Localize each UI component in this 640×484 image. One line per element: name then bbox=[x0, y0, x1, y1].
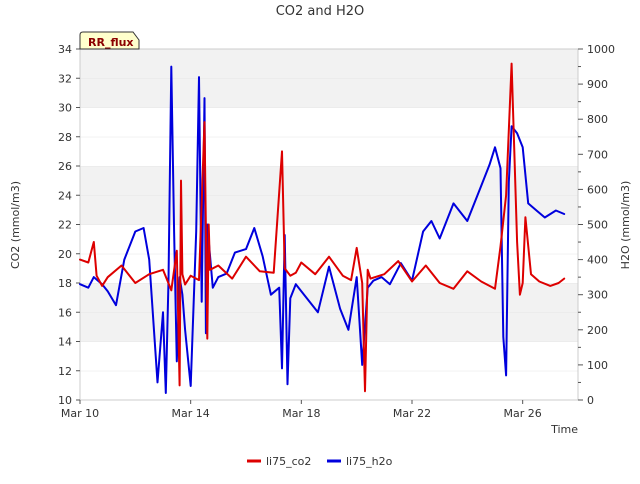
grid-band bbox=[80, 78, 578, 108]
series-line-li75_co2 bbox=[79, 62, 566, 393]
y-right-tick-label: 300 bbox=[587, 289, 608, 302]
legend-label-co2: li75_co2 bbox=[266, 455, 311, 468]
rr-flux-badge: RR_flux bbox=[79, 31, 140, 50]
grid-bands bbox=[80, 48, 578, 400]
right-axis: 0 100 200 300 400 500 600 700 800 900 1000 bbox=[578, 43, 615, 407]
y-right-tick-label: 200 bbox=[587, 324, 608, 337]
y-right-tick-label: 0 bbox=[587, 394, 594, 407]
x-axis: Mar 10 Mar 14 Mar 18 Mar 22 Mar 26 bbox=[61, 400, 542, 420]
y-left-tick-label: 26 bbox=[58, 160, 72, 173]
y-right-tick-label: 700 bbox=[587, 148, 608, 161]
y-right-tick-label: 500 bbox=[587, 219, 608, 232]
y-left-tick-label: 24 bbox=[58, 189, 72, 202]
y-left-tick-label: 22 bbox=[58, 219, 72, 232]
y-axis-left-label: CO2 (mmol/m3) bbox=[9, 181, 22, 269]
y-left-tick-label: 32 bbox=[58, 72, 72, 85]
x-axis-label: Time bbox=[550, 423, 578, 436]
y-right-tick-label: 800 bbox=[587, 113, 608, 126]
y-left-tick-label: 28 bbox=[58, 131, 72, 144]
y-left-tick-label: 20 bbox=[58, 248, 72, 261]
y-right-tick-label: 100 bbox=[587, 359, 608, 372]
y-right-tick-label: 900 bbox=[587, 78, 608, 91]
grid-band bbox=[80, 136, 578, 166]
series-layer bbox=[79, 62, 566, 394]
legend: li75_co2 li75_h2o bbox=[247, 455, 393, 468]
y-left-tick-label: 18 bbox=[58, 277, 72, 290]
y-left-tick-label: 16 bbox=[58, 306, 72, 319]
grid-band bbox=[80, 49, 578, 79]
y-right-tick-label: 1000 bbox=[587, 43, 615, 56]
x-tick-label: Mar 22 bbox=[393, 407, 431, 420]
legend-item-h2o: li75_h2o bbox=[327, 455, 393, 468]
badge-shape bbox=[79, 31, 140, 50]
y-left-tick-label: 34 bbox=[58, 43, 72, 56]
x-tick-label: Mar 26 bbox=[504, 407, 542, 420]
left-axis: 10 12 14 16 18 20 22 24 26 28 30 32 34 bbox=[58, 43, 80, 407]
badge-label: RR_flux bbox=[88, 36, 134, 49]
grid-band bbox=[80, 224, 578, 254]
grid-band bbox=[80, 195, 578, 225]
y-left-tick-label: 10 bbox=[58, 394, 72, 407]
y-left-tick-label: 14 bbox=[58, 336, 72, 349]
y-right-tick-label: 600 bbox=[587, 183, 608, 196]
legend-item-co2: li75_co2 bbox=[247, 455, 311, 468]
x-tick-label: Mar 10 bbox=[61, 407, 99, 420]
x-tick-label: Mar 14 bbox=[172, 407, 210, 420]
chart-title: CO2 and H2O bbox=[276, 4, 365, 19]
grid-band bbox=[80, 341, 578, 371]
grid-band bbox=[80, 107, 578, 137]
x-tick-label: Mar 18 bbox=[282, 407, 320, 420]
grid-band bbox=[80, 166, 578, 196]
y-left-tick-label: 12 bbox=[58, 365, 72, 378]
legend-label-h2o: li75_h2o bbox=[346, 455, 393, 468]
y-left-tick-label: 30 bbox=[58, 102, 72, 115]
y-axis-right-label: H2O (mmol/m3) bbox=[619, 181, 632, 270]
y-right-tick-label: 400 bbox=[587, 254, 608, 267]
grid-band bbox=[80, 370, 578, 400]
